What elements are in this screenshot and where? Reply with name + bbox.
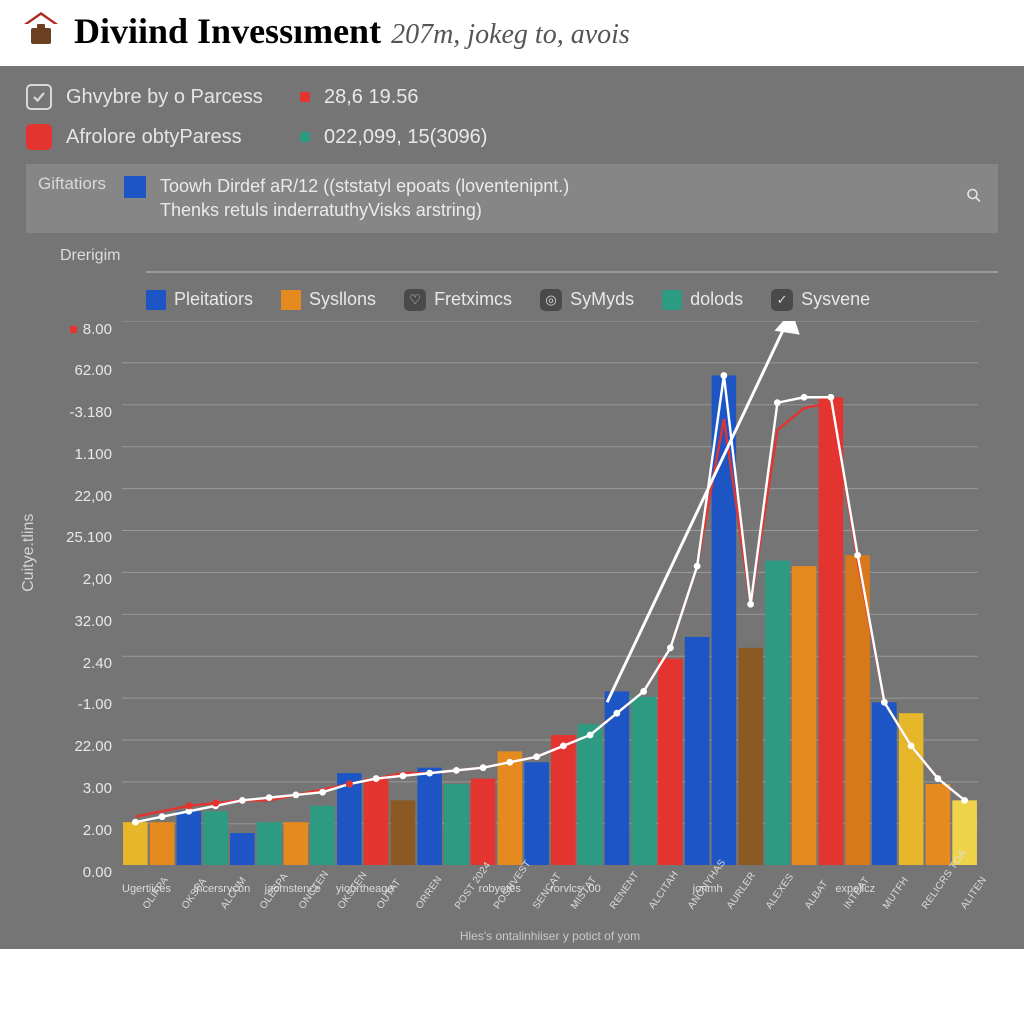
- chart-legend: Pleitatiors Sysllons ♡ Fretximcs ◎ SyMyds dolo…: [146, 271, 998, 311]
- page-title: Diviind Invessıment: [74, 11, 381, 51]
- red-box-icon[interactable]: [26, 124, 52, 150]
- filter-row-2: Afrolore obtyParess 022,099, 15(3096): [26, 124, 998, 150]
- sub-header-bar: Giftatiors Toowh Dirdef aR/12 ((ststatyl…: [26, 164, 998, 233]
- main-panel: Ghvybre by o Parcess 28,6 19.56 Afrolore…: [0, 66, 1024, 949]
- chart-plot: [122, 321, 978, 866]
- y-tick: 32.00: [46, 613, 112, 630]
- legend-label: dolods: [690, 289, 743, 310]
- x-tick-bottom: MUTFH: [881, 875, 911, 911]
- y-tick: 2.40: [46, 655, 112, 672]
- legend-swatch: [281, 290, 301, 310]
- y-tick: -1.00: [46, 696, 112, 713]
- chart-caption: Hles's ontalinhiiser y potict of yom: [122, 929, 978, 943]
- legend-item[interactable]: ◎ SyMyds: [540, 289, 634, 311]
- filter-2-value: 022,099, 15(3096): [324, 126, 487, 149]
- y-tick: 25.100: [46, 529, 112, 546]
- page-title-wrap: Diviind Invessıment 207m, jokeg to, avoi…: [74, 10, 630, 52]
- legend-item[interactable]: dolods: [662, 289, 743, 310]
- subhead-line1: Toowh Dirdef aR/12 ((ststatyl epoats (lo…: [160, 174, 569, 198]
- x-axis-ticks: UgertiicesIncersryconjaomstenceyiourthea…: [122, 883, 978, 941]
- legend-item[interactable]: Pleitatiors: [146, 289, 253, 310]
- y-axis-title: Cuitye.tlins: [20, 513, 38, 591]
- legend-label: SyMyds: [570, 289, 634, 310]
- checkbox-icon[interactable]: [26, 84, 52, 110]
- tick-marker-icon: [70, 326, 77, 333]
- x-tick-bottom: RENENT: [608, 869, 642, 910]
- series-dot-red: [300, 92, 310, 102]
- filter-2-label: Afrolore obtyParess: [66, 126, 286, 149]
- legend-label: Sysllons: [309, 289, 376, 310]
- y-tick: 62.00: [46, 362, 112, 379]
- heart-icon: ♡: [404, 289, 426, 311]
- y-tick: 0.00: [46, 864, 112, 881]
- y-tick: 3.00: [46, 780, 112, 797]
- briefcase-house-icon: [20, 10, 62, 52]
- subhead-line2: Thenks retuls inderratuthyVisks arstring…: [160, 198, 569, 222]
- x-tick-bottom: ALBAT: [803, 878, 831, 911]
- y-tick: 1.100: [46, 446, 112, 463]
- legend-item[interactable]: ♡ Fretximcs: [404, 289, 512, 311]
- page-header: Diviind Invessıment 207m, jokeg to, avoi…: [0, 0, 1024, 66]
- filter-1-label: Ghvybre by o Parcess: [66, 86, 286, 109]
- filter-row-1: Ghvybre by o Parcess 28,6 19.56: [26, 84, 998, 110]
- legend-label: Pleitatiors: [174, 289, 253, 310]
- legend-label: Sysvene: [801, 289, 870, 310]
- x-tick-bottom: ALEXES: [764, 871, 796, 911]
- y-tick: 2.00: [46, 822, 112, 839]
- x-tick-bottom: AURLER: [725, 870, 758, 911]
- x-tick-bottom: ALCITAH: [647, 869, 681, 911]
- subhead-square-icon: [124, 176, 146, 198]
- y-tick: 2,00: [46, 571, 112, 588]
- y-tick: -3.180: [46, 404, 112, 421]
- y-tick: 8.00: [46, 321, 112, 338]
- target-icon: ◎: [540, 289, 562, 311]
- legend-swatch: [662, 290, 682, 310]
- legend-label: Fretximcs: [434, 289, 512, 310]
- x-tick-bottom: ALITEN: [959, 874, 989, 910]
- series-dot-teal: [300, 132, 310, 142]
- section-label: Drerigim: [60, 247, 998, 265]
- subhead-side-label: Giftatiors: [38, 174, 106, 194]
- page-subtitle: 207m, jokeg to, avois: [391, 19, 630, 50]
- legend-item[interactable]: ✓ Sysvene: [771, 289, 870, 311]
- search-icon[interactable]: [966, 188, 982, 209]
- y-tick: 22.00: [46, 738, 112, 755]
- legend-item[interactable]: Sysllons: [281, 289, 376, 310]
- y-axis-ticks: 8.00 62.00 -3.180 1.100 22,00 25.100 2,00 32.00…: [46, 321, 112, 881]
- check-icon: ✓: [771, 289, 793, 311]
- x-tick-bottom: ORREN: [414, 874, 445, 911]
- legend-swatch: [146, 290, 166, 310]
- chart-area: Cuitye.tlins 8.0062.00-3.1801.10022,0025…: [26, 321, 998, 941]
- filter-1-value: 28,6 19.56: [324, 86, 419, 109]
- y-tick: 22,00: [46, 488, 112, 505]
